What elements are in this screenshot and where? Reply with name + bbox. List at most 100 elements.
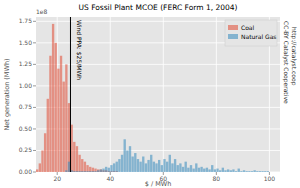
- tick-label: 1.50: [19, 39, 33, 46]
- bar: [216, 169, 218, 172]
- bar: [206, 168, 208, 172]
- tick-label: 1.25: [19, 60, 33, 67]
- bar: [60, 56, 62, 172]
- grid-line: [216, 17, 217, 172]
- tick: [33, 21, 36, 22]
- bar: [177, 165, 179, 172]
- bar: [73, 142, 75, 172]
- legend-box: [225, 20, 277, 46]
- bar: [134, 153, 136, 172]
- bar: [256, 171, 258, 172]
- bar: [248, 171, 250, 172]
- bar: [267, 171, 269, 172]
- bar: [94, 169, 96, 172]
- bar: [129, 146, 131, 172]
- bar: [108, 168, 110, 172]
- bar: [235, 171, 237, 172]
- grid-line: [163, 17, 164, 172]
- tick: [33, 42, 36, 43]
- reference-line: [70, 17, 71, 172]
- bar: [139, 162, 141, 172]
- bar: [76, 171, 78, 172]
- bar: [116, 162, 118, 172]
- bar: [240, 171, 242, 172]
- bar: [55, 43, 57, 172]
- bar: [84, 162, 86, 172]
- bar: [200, 167, 202, 172]
- tick: [33, 172, 36, 173]
- bar: [81, 171, 83, 172]
- bar: [78, 171, 80, 172]
- bar: [78, 155, 80, 172]
- annotation: Wind PPA: $25/MWh: [76, 20, 83, 80]
- bar: [97, 170, 99, 172]
- bar: [68, 162, 70, 172]
- bar: [89, 167, 91, 172]
- bar: [105, 167, 107, 172]
- legend-label: Natural Gas: [241, 33, 277, 40]
- bar: [251, 172, 253, 173]
- bar: [214, 169, 216, 172]
- bar: [55, 172, 57, 173]
- bar: [187, 168, 189, 172]
- tick: [33, 64, 36, 65]
- bar: [163, 159, 165, 172]
- tick-label: 80: [213, 175, 221, 182]
- bar: [248, 172, 250, 173]
- bar: [259, 172, 261, 173]
- bar: [238, 169, 240, 172]
- grid-line: [36, 85, 280, 86]
- bar: [161, 165, 163, 172]
- bar: [246, 172, 248, 173]
- grid-line: [36, 64, 280, 65]
- bar: [49, 56, 51, 172]
- bar: [267, 172, 269, 173]
- y-label: Net generation (MWh): [3, 58, 11, 130]
- bar: [65, 64, 67, 172]
- bar: [86, 165, 88, 172]
- bar: [230, 170, 232, 172]
- bar: [219, 170, 221, 172]
- bar: [39, 172, 41, 173]
- bar: [60, 172, 62, 173]
- bar: [261, 171, 263, 172]
- bar: [150, 155, 152, 172]
- bar: [174, 159, 176, 172]
- bar: [251, 171, 253, 172]
- bar: [110, 165, 112, 172]
- bar: [41, 172, 43, 173]
- tick: [33, 128, 36, 129]
- bar: [100, 169, 102, 172]
- bar: [190, 165, 192, 172]
- bar: [124, 139, 126, 172]
- tick-label: 20: [53, 175, 61, 182]
- credit-url: http://catalyst.coop: [290, 27, 298, 86]
- bar: [232, 169, 234, 172]
- bar: [81, 159, 83, 172]
- tick-label: 1.75: [19, 17, 33, 24]
- bar: [49, 172, 51, 173]
- tick-label: 0.50: [19, 125, 33, 132]
- bar: [76, 146, 78, 172]
- bar: [52, 172, 54, 173]
- credit: CC-BY Catalyst Cooperative: [282, 21, 290, 104]
- bar: [36, 172, 38, 173]
- bar: [198, 168, 200, 172]
- bar: [264, 171, 266, 172]
- bar: [211, 165, 213, 172]
- bar: [185, 162, 187, 172]
- bar: [243, 170, 245, 172]
- bar: [169, 155, 171, 172]
- bar: [41, 150, 43, 172]
- bar: [253, 170, 255, 172]
- bar: [39, 163, 41, 172]
- tick-label: 0.75: [19, 103, 33, 110]
- bar: [195, 163, 197, 172]
- bar: [118, 159, 120, 172]
- bar: [246, 171, 248, 172]
- bar: [57, 69, 59, 172]
- bar: [153, 162, 155, 172]
- bar: [63, 82, 65, 172]
- bar: [203, 169, 205, 172]
- bar: [68, 103, 70, 172]
